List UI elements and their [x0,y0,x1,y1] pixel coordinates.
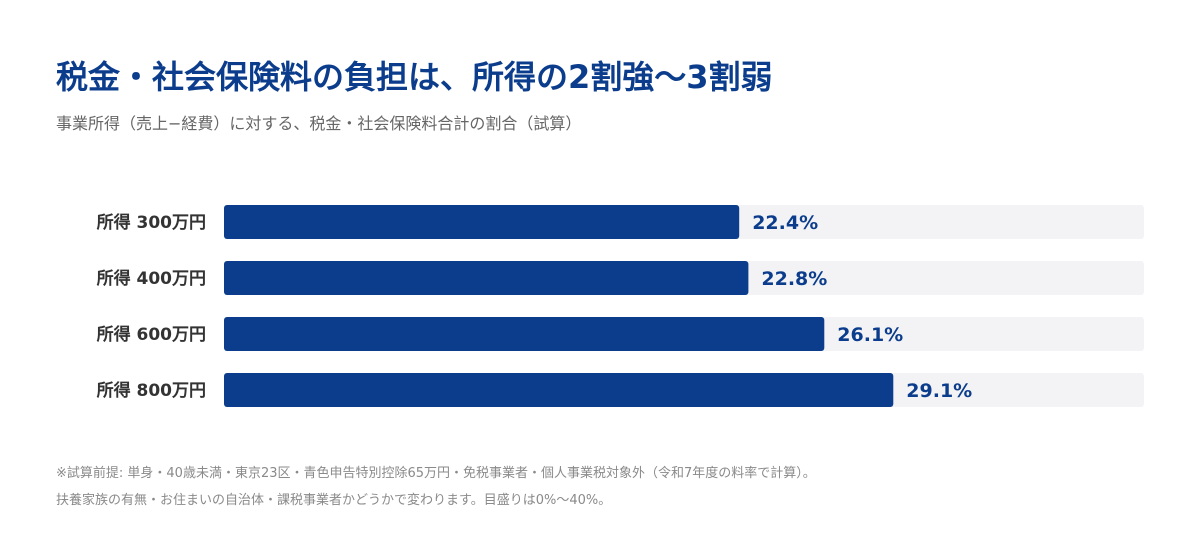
bar-chart: 所得 300万円 22.4% 所得 400万円 22.8% 所得 600万円 26.1% 所… [97,205,1144,407]
footnote-assumptions: ※試算前提: 単身・40歳未満・東京23区・青色申告特別控除65万円・免税事業者… [56,466,816,481]
category-label: 所得 800万円 [97,380,206,401]
value-label: 26.1% [837,324,903,346]
category-label: 所得 300万円 [97,212,206,233]
bar [224,317,825,351]
bar [224,261,749,295]
bar [224,205,740,239]
chart-title: 税金・社会保険料の負担は、所得の2割強〜3割弱 [56,58,773,96]
category-label: 所得 400万円 [97,268,206,289]
bar [224,373,894,407]
footnote-caveat: 扶養家族の有無・お住まいの自治体・課税事業者かどうかで変わります。目盛りは0%〜… [56,493,612,508]
value-label: 29.1% [906,380,972,402]
chart-subtitle: 事業所得（売上−経費）に対する、税金・社会保険料合計の割合（試算） [56,114,582,133]
value-label: 22.8% [761,268,827,290]
value-label: 22.4% [752,212,818,234]
category-label: 所得 600万円 [97,324,206,345]
